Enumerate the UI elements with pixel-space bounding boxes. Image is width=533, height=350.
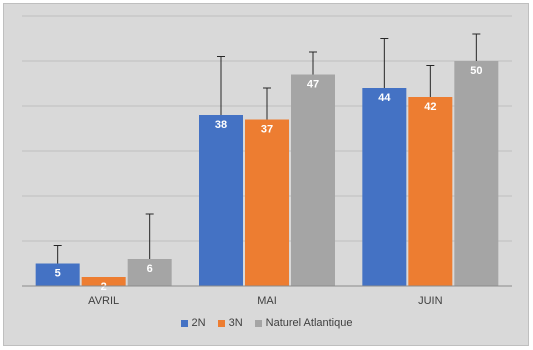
legend-item: Naturel Atlantique <box>254 317 353 329</box>
data-label: 37 <box>261 124 273 136</box>
data-label: 50 <box>470 65 482 77</box>
legend-swatch <box>180 319 188 327</box>
data-label: 2 <box>101 281 107 293</box>
category-label: JUIN <box>418 295 443 307</box>
category-label: MAI <box>257 295 277 307</box>
data-label: 6 <box>147 263 153 275</box>
legend-swatch <box>254 319 262 327</box>
legend-swatch <box>217 319 225 327</box>
bar <box>291 74 335 286</box>
data-label: 47 <box>307 79 319 91</box>
data-label: 38 <box>215 119 227 131</box>
bar <box>199 115 243 286</box>
category-label: AVRIL <box>88 295 119 307</box>
legend-item: 2N <box>180 317 206 329</box>
bar <box>454 61 499 286</box>
bar <box>362 88 407 286</box>
bar <box>81 277 126 286</box>
legend: 2N 3N Naturel Atlantique <box>0 317 533 329</box>
bar <box>35 263 80 286</box>
data-label: 44 <box>378 92 391 104</box>
legend-label: Naturel Atlantique <box>265 317 353 329</box>
data-label: 42 <box>424 101 436 113</box>
bar <box>245 119 289 286</box>
legend-label: 2N <box>191 317 206 329</box>
data-label: 5 <box>55 268 61 280</box>
legend-item: 3N <box>217 317 243 329</box>
bar <box>127 259 172 286</box>
bar <box>408 97 453 286</box>
legend-label: 3N <box>228 317 243 329</box>
